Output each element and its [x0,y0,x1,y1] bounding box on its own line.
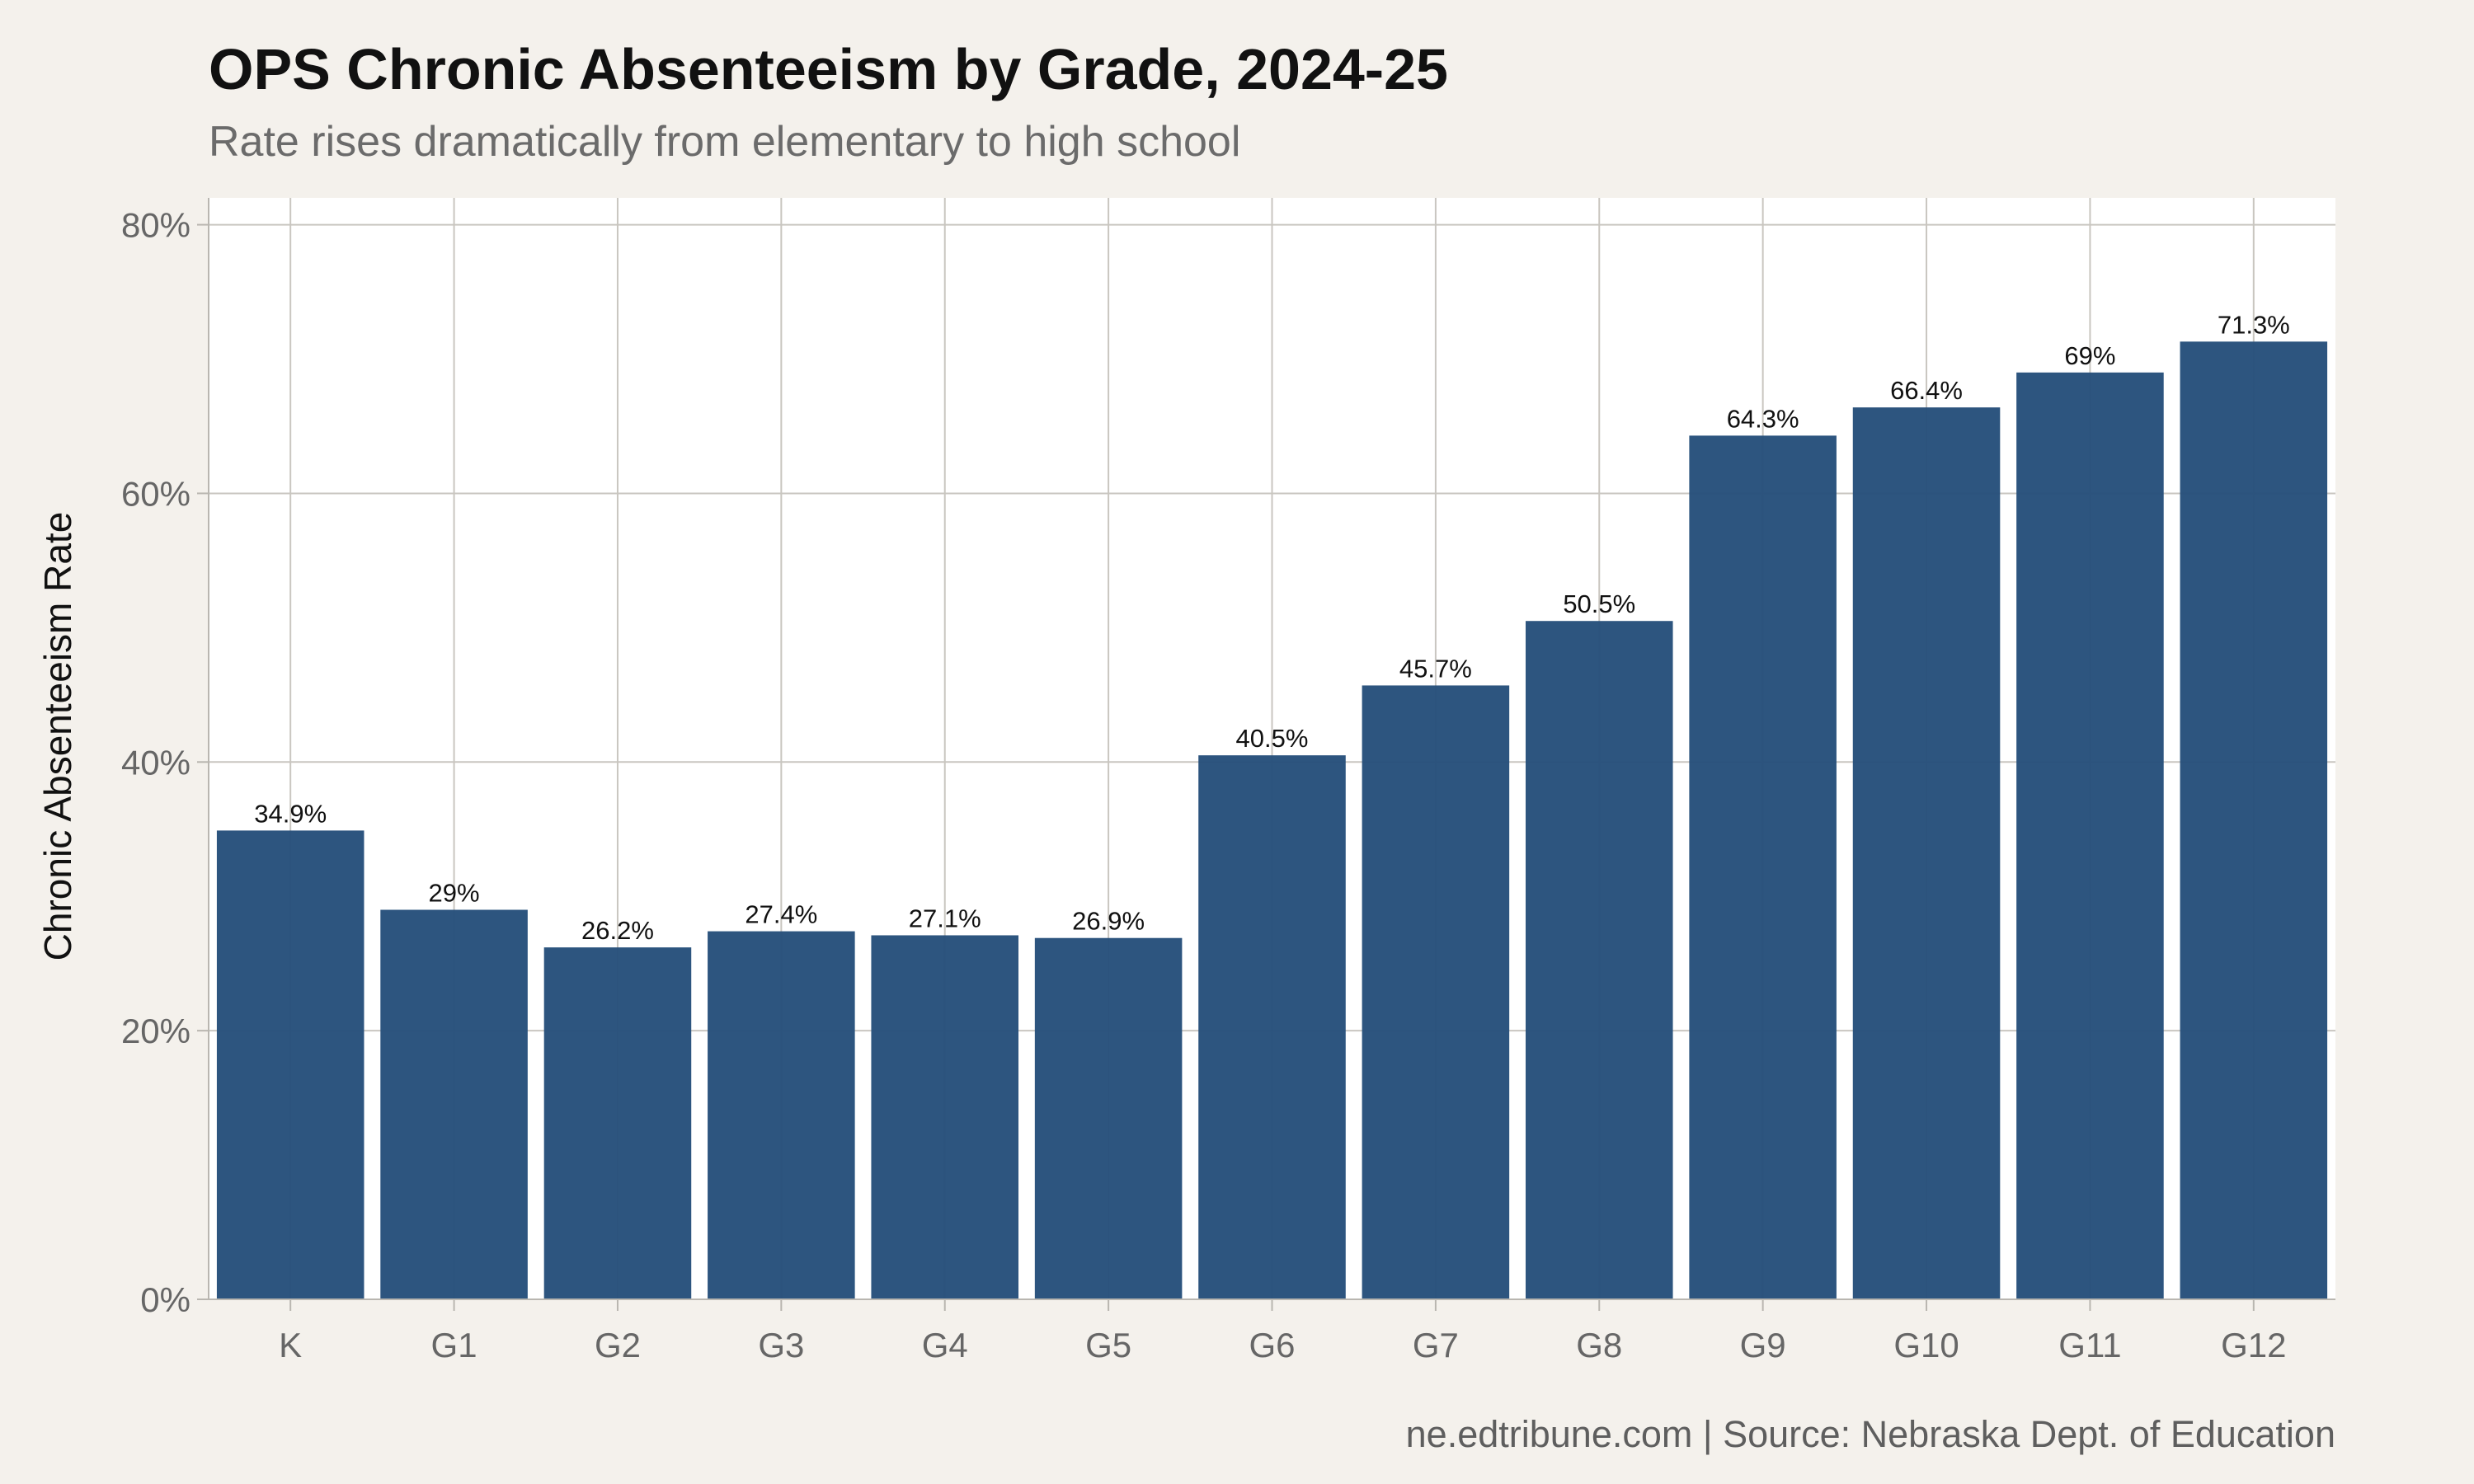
axes: 0% 20% 40% 60% 80% K G1 G2 G3 G4 G5 G6 G7 G8 G9 G10 G11 G… [121,198,2335,1364]
x-tick-label-g12: G12 [2221,1326,2286,1364]
data-label-g1: 29% [429,879,480,908]
data-label-g11: 69% [2064,341,2115,370]
chart-subtitle: Rate rises dramatically from elementary … [209,118,1241,166]
data-label-g6: 40.5% [1236,724,1309,753]
data-label-g10: 66.4% [1890,376,1963,405]
bar-g9 [1689,435,1837,1299]
bar-g11 [2016,372,2164,1299]
y-tick-label-4: 80% [121,206,190,245]
bar-g7 [1362,685,1510,1299]
bar-g12 [2180,341,2328,1300]
data-label-k: 34.9% [254,799,327,828]
bar-g3 [708,931,855,1299]
bar-g1 [380,909,528,1299]
data-label-g2: 26.2% [581,916,654,945]
y-tick-label-3: 60% [121,474,190,513]
y-axis-title: Chronic Absenteeism Rate [36,512,79,961]
bars [216,341,2328,1300]
x-tick-label-k: K [279,1326,302,1364]
x-tick-label-g11: G11 [2058,1326,2121,1364]
x-tick-label-g6: G6 [1249,1326,1295,1364]
bar-g4 [871,935,1019,1299]
x-tick-label-g8: G8 [1576,1326,1622,1364]
x-tick-label-g7: G7 [1413,1326,1459,1364]
data-label-g9: 64.3% [1727,404,1799,433]
data-labels: 34.9% 29% 26.2% 27.4% 27.1% 26.9% 40.5% 45.7% 50… [254,310,2290,945]
x-tick-label-g2: G2 [595,1326,641,1364]
x-tick-label-g3: G3 [758,1326,804,1364]
bar-g2 [543,947,692,1299]
bar-g5 [1034,937,1183,1299]
data-label-g5: 26.9% [1072,907,1145,936]
data-label-g12: 71.3% [2218,310,2290,339]
x-tick-label-g1: G1 [431,1326,477,1364]
bar-k [216,830,365,1299]
x-tick-label-g4: G4 [922,1326,968,1364]
bar-g8 [1525,621,1673,1299]
y-tick-label-1: 20% [121,1012,190,1050]
x-tick-label-g5: G5 [1085,1326,1131,1364]
bar-g10 [1852,407,2001,1299]
y-tick-label-0: 0% [140,1280,190,1319]
source-caption: ne.edtribune.com | Source: Nebraska Dept… [1405,1413,2335,1455]
x-tick-label-g9: G9 [1740,1326,1786,1364]
bar-g6 [1198,755,1346,1299]
data-label-g7: 45.7% [1399,654,1472,683]
x-tick-label-g10: G10 [1893,1326,1959,1364]
chart-title: OPS Chronic Absenteeism by Grade, 2024-2… [209,37,1448,101]
data-label-g4: 27.1% [909,904,981,932]
y-tick-label-2: 40% [121,743,190,782]
data-label-g3: 27.4% [745,900,817,929]
data-label-g8: 50.5% [1563,589,1635,618]
